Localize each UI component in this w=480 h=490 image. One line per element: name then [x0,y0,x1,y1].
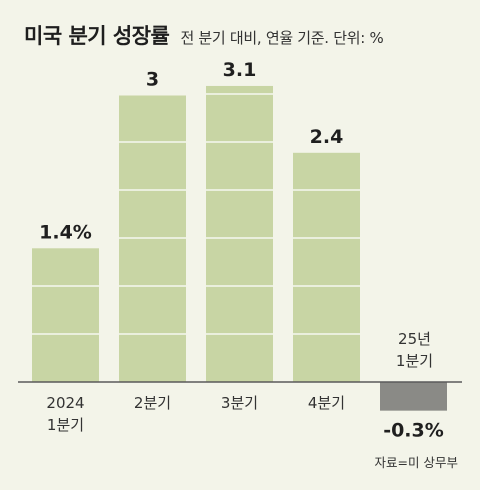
data-label: 1.4% [39,221,92,243]
chart-title: 미국 분기 성장률 [24,24,170,48]
category-label: 25년 [398,330,431,348]
category-label: 2024 [46,394,84,412]
category-label: 1분기 [396,352,433,370]
bar [206,85,273,382]
bar-group [32,248,99,382]
bar-group [206,85,273,382]
chart-subtitle: 전 분기 대비, 연율 기준. 단위: % [180,29,384,47]
data-label: 3.1 [223,59,257,81]
bar-group [380,382,447,411]
chart-header: 미국 분기 성장률 전 분기 대비, 연율 기준. 단위: % [24,20,384,50]
bar-group [119,95,186,382]
bar [293,152,360,382]
bar [32,248,99,382]
category-label: 2분기 [134,394,171,412]
category-label: 1분기 [47,416,84,434]
data-label: 2.4 [310,126,344,148]
data-label: 3 [146,69,159,91]
category-label: 3분기 [221,394,258,412]
data-label: -0.3% [383,420,444,442]
source-note: 자료=미 상무부 [374,455,458,470]
bar [119,95,186,382]
bar-group [293,152,360,382]
bar [380,382,447,411]
category-label: 4분기 [308,394,345,412]
